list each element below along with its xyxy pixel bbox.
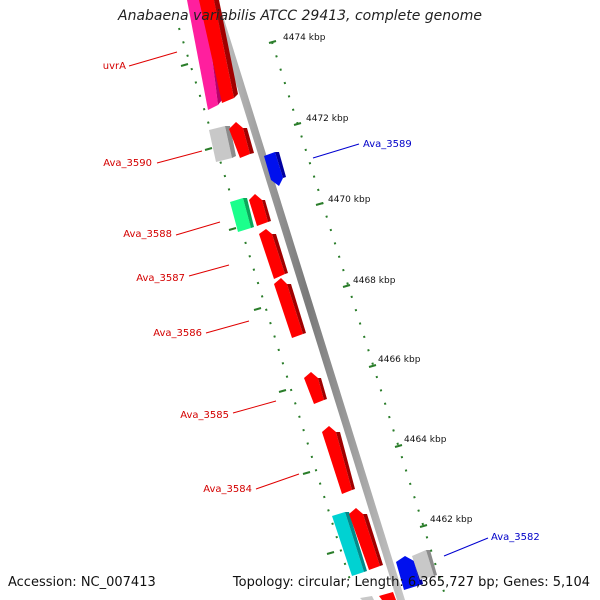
genome-stats: Topology: circular; Length: 6,365,727 bp…	[232, 575, 590, 590]
leader-lines-reverse	[312, 143, 489, 557]
kbp-label: 4464 kbp	[404, 435, 447, 445]
inner-tick-track	[178, 27, 351, 581]
kbp-label: 4462 kbp	[430, 515, 473, 525]
gene-feature[interactable]	[249, 194, 271, 226]
gene-label-Ava_3582: Ava_3582	[491, 532, 540, 543]
gene-label-uvrA: uvrA	[103, 61, 126, 72]
gene-label-Ava_3586: Ava_3586	[153, 328, 202, 339]
leader-lines-forward	[128, 51, 300, 490]
gene-feature[interactable]	[332, 512, 367, 576]
gene-label-Ava_3587: Ava_3587	[136, 273, 185, 284]
gene-Ava_3589[interactable]	[264, 152, 286, 186]
gene-Ava_3585[interactable]	[304, 372, 327, 404]
map-title: Anabaena variabilis ATCC 29413, complete…	[118, 8, 482, 24]
gene-label-Ava_3585: Ava_3585	[180, 410, 229, 421]
kbp-label: 4472 kbp	[306, 114, 349, 124]
outer-major-ticks	[268, 40, 428, 528]
gene-feature[interactable]	[379, 592, 396, 600]
gene-Ava_3586[interactable]	[274, 278, 306, 338]
gene-feature[interactable]	[349, 508, 383, 570]
gene-feature[interactable]	[199, 0, 238, 103]
kbp-label: 4470 kbp	[328, 195, 371, 205]
kbp-label: 4468 kbp	[353, 276, 396, 286]
gene-Ava_3587[interactable]	[259, 229, 288, 279]
gene-Ava_3588[interactable]	[230, 198, 254, 232]
genome-backbone	[210, 0, 405, 600]
gene-Ava_3582[interactable]	[412, 550, 437, 580]
gene-feature[interactable]	[209, 126, 236, 162]
gene-label-Ava_3584: Ava_3584	[203, 484, 252, 495]
accession-info: Accession: NC_007413	[8, 575, 156, 590]
gene-label-Ava_3589: Ava_3589	[363, 139, 412, 150]
kbp-label: 4474 kbp	[283, 33, 326, 43]
kbp-label: 4466 kbp	[378, 355, 421, 365]
gene-Ava_3590[interactable]	[229, 122, 254, 158]
gene-Ava_3584[interactable]	[322, 426, 355, 494]
gene-feature[interactable]	[360, 596, 374, 600]
gene-label-Ava_3590: Ava_3590	[103, 158, 152, 169]
inner-major-ticks	[180, 63, 335, 555]
gene-label-Ava_3588: Ava_3588	[123, 229, 172, 240]
